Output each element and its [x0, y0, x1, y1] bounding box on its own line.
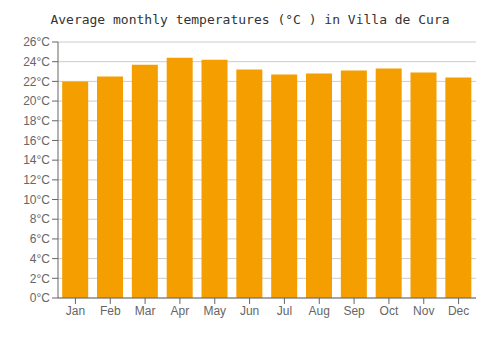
svg-text:Apr: Apr — [171, 304, 190, 318]
svg-text:Jul: Jul — [277, 304, 292, 318]
svg-text:Nov: Nov — [413, 304, 434, 318]
svg-text:Mar: Mar — [135, 304, 156, 318]
svg-text:Oct: Oct — [380, 304, 399, 318]
svg-text:Sep: Sep — [343, 304, 365, 318]
svg-text:20°C: 20°C — [23, 94, 50, 108]
svg-text:0°C: 0°C — [30, 291, 50, 305]
svg-text:Aug: Aug — [309, 304, 330, 318]
svg-text:Dec: Dec — [448, 304, 469, 318]
html-text:Average monthly temperatures (: Average monthly temperatures (°C ) in Vi… — [50, 12, 450, 27]
svg-text:May: May — [203, 304, 226, 318]
svg-text:Jan: Jan — [66, 304, 85, 318]
svg-text:22°C: 22°C — [23, 75, 50, 89]
svg-text:14°C: 14°C — [23, 153, 50, 167]
svg-text:26°C: 26°C — [23, 35, 50, 49]
svg-text:16°C: 16°C — [23, 134, 50, 148]
svg-text:Jun: Jun — [240, 304, 259, 318]
svg-text:10°C: 10°C — [23, 193, 50, 207]
svg-text:Feb: Feb — [100, 304, 121, 318]
svg-text:4°C: 4°C — [30, 252, 50, 266]
svg-text:8°C: 8°C — [30, 212, 50, 226]
svg-text:12°C: 12°C — [23, 173, 50, 187]
svg-text:24°C: 24°C — [23, 55, 50, 69]
svg-text:18°C: 18°C — [23, 114, 50, 128]
svg-text:6°C: 6°C — [30, 232, 50, 246]
svg-text:2°C: 2°C — [30, 272, 50, 286]
